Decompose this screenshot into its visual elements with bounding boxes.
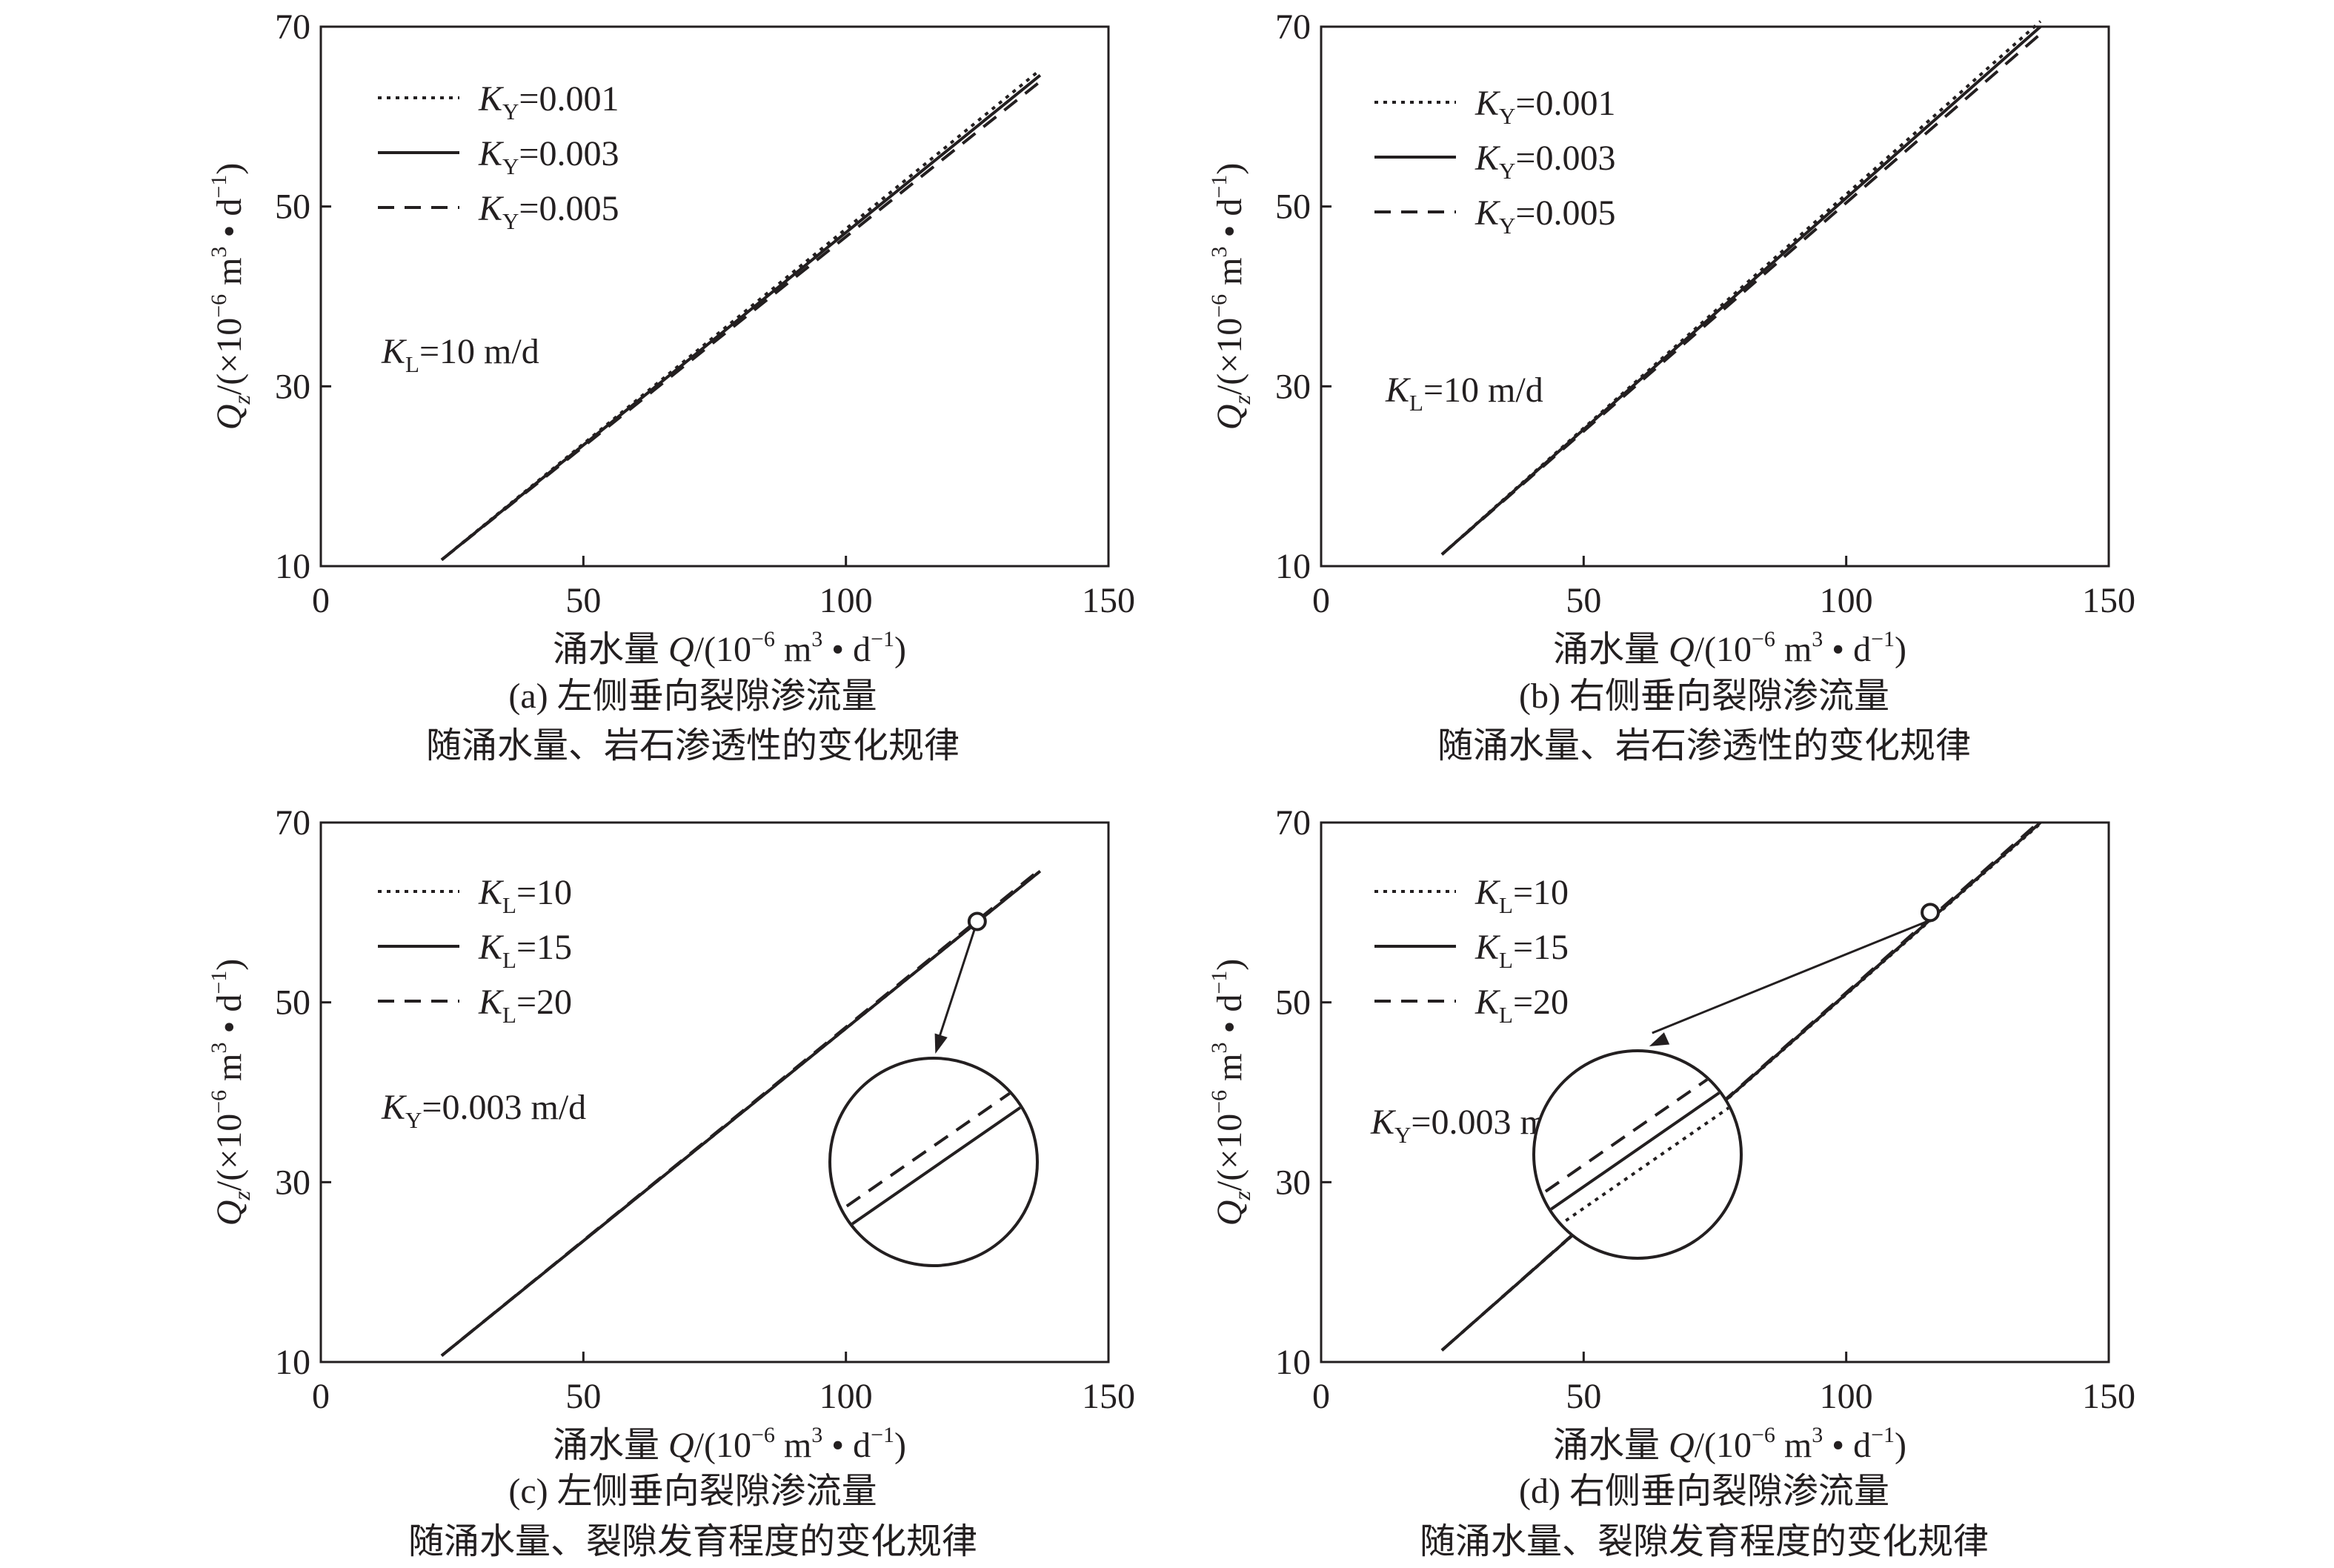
- y-tick-label: 10: [1275, 1343, 1311, 1382]
- zoom-line-dashed: [1535, 1072, 1718, 1208]
- series-line-dashed: [440, 868, 1042, 1358]
- plot-frame: [1320, 821, 2110, 1363]
- x-axis-label: 涌水量 Q/(10−6 m3 • d−1): [1553, 1423, 1906, 1465]
- y-axis-label: Qz/(×10−6 m3 • d−1): [1207, 959, 1255, 1226]
- y-tick-label: 10: [275, 547, 310, 586]
- x-tick-label: 50: [565, 581, 601, 620]
- legend: KL=10 KL=15 KL=20: [1374, 873, 1569, 1028]
- panel-caption-line1: (a) 左侧垂向裂隙渗流量: [508, 677, 877, 716]
- x-tick-label: 150: [2082, 1377, 2135, 1416]
- zoom-arrow: [937, 930, 976, 1041]
- panel-caption-line1: (d) 右侧垂向裂隙渗流量: [1519, 1472, 1889, 1511]
- plot-frame: [319, 821, 1110, 1363]
- panel-caption-line2: 随涌水量、裂隙发育程度的变化规律: [408, 1522, 977, 1561]
- zoom-marker: [1921, 903, 1941, 923]
- panel-caption-line2: 随涌水量、裂隙发育程度的变化规律: [1420, 1522, 1989, 1561]
- series-line-dashed: [440, 80, 1042, 562]
- x-tick-label: 50: [1566, 581, 1601, 620]
- panel-annotation: KY=0.003 m/d: [381, 1088, 586, 1133]
- y-tick-label: 10: [1275, 547, 1311, 586]
- series-line-solid: [1440, 25, 2042, 556]
- plot-frame: [1320, 25, 2110, 568]
- zoom-line-solid: [834, 1101, 1028, 1238]
- legend-label: KY=0.001: [1474, 84, 1615, 129]
- legend-label: KL=10: [1474, 873, 1569, 918]
- zoom-line-dotted: [1543, 1101, 1738, 1238]
- x-tick-label: 100: [1820, 581, 1873, 620]
- series-line-solid: [1440, 821, 2042, 1352]
- zoom-marker: [967, 911, 987, 931]
- x-tick-label: 150: [1082, 581, 1135, 620]
- legend: KY=0.001 KY=0.003 KY=0.005: [378, 79, 619, 234]
- legend-label: KL=10: [478, 873, 572, 918]
- legend: KY=0.001 KY=0.003 KY=0.005: [1374, 84, 1615, 239]
- legend-label: KY=0.003: [478, 134, 619, 179]
- y-axis-label: Qz/(×10−6 m3 • d−1): [207, 959, 255, 1226]
- y-tick-label: 30: [275, 1163, 310, 1202]
- x-tick-label: 100: [819, 581, 873, 620]
- y-tick-label: 30: [275, 367, 310, 406]
- panel-caption-line1: (b) 右侧垂向裂隙渗流量: [1519, 677, 1889, 716]
- chart-panel-c: 0 50 100 150 10 30 50 70 涌水量 Q/(10−6 m3 • d−1) Qz…: [207, 803, 1135, 1561]
- plot-frame: [319, 25, 1110, 568]
- chart-panel-d: 0 50 100 150 10 30 50 70 涌水量 Q/(10−6 m3 • d−1) Qz…: [1207, 803, 2135, 1561]
- x-tick-label: 100: [1820, 1377, 1873, 1416]
- y-tick-label: 70: [1275, 7, 1311, 47]
- panel-caption-line1: (c) 左侧垂向裂隙渗流量: [508, 1472, 877, 1511]
- y-tick-label: 30: [1275, 367, 1311, 406]
- y-tick-label: 50: [275, 983, 310, 1023]
- panel-annotation: KL=10 m/d: [381, 332, 539, 377]
- y-tick-label: 10: [275, 1343, 310, 1382]
- legend-label: KL=15: [1474, 928, 1569, 973]
- x-tick-label: 150: [1082, 1377, 1135, 1416]
- y-tick-label: 50: [1275, 187, 1311, 227]
- zoom-inset: [828, 1057, 1039, 1267]
- x-tick-label: 50: [1566, 1377, 1601, 1416]
- legend-label: KL=15: [478, 928, 572, 973]
- y-tick-label: 70: [275, 7, 310, 47]
- zoom-inset: [1532, 1049, 1743, 1260]
- legend-label: KY=0.005: [478, 189, 619, 234]
- x-tick-label: 0: [1312, 581, 1330, 620]
- series-line-solid: [440, 73, 1042, 562]
- panel-annotation: KL=10 m/d: [1385, 371, 1543, 416]
- zoom-lines: [831, 1086, 1028, 1238]
- panel-caption-line2: 随涌水量、岩石渗透性的变化规律: [1437, 726, 1971, 765]
- zoom-arrow-head: [1649, 1032, 1670, 1046]
- x-axis-label: 涌水量 Q/(10−6 m3 • d−1): [553, 627, 906, 669]
- zoom-lines: [1535, 1072, 1738, 1238]
- x-tick-label: 0: [312, 1377, 330, 1416]
- y-tick-label: 50: [1275, 983, 1311, 1023]
- chart-panel-b: 0 50 100 150 10 30 50 70 涌水量 Q/(10−6 m3 • d−1) Qz…: [1207, 7, 2135, 765]
- x-axis-label: 涌水量 Q/(10−6 m3 • d−1): [553, 1423, 906, 1465]
- legend-label: KY=0.001: [478, 79, 619, 124]
- zoom-arrow: [1652, 920, 1928, 1034]
- y-axis-label: Qz/(×10−6 m3 • d−1): [1207, 163, 1255, 431]
- y-tick-label: 50: [275, 187, 310, 227]
- y-tick-label: 30: [1275, 1163, 1311, 1202]
- x-tick-label: 50: [565, 1377, 601, 1416]
- legend-label: KL=20: [1474, 983, 1569, 1028]
- legend-label: KY=0.003: [1474, 139, 1615, 184]
- x-axis-label: 涌水量 Q/(10−6 m3 • d−1): [1553, 627, 1906, 669]
- legend: KL=10 KL=15 KL=20: [378, 873, 572, 1028]
- panel-caption-line2: 随涌水量、岩石渗透性的变化规律: [426, 726, 960, 765]
- legend-label: KL=20: [478, 983, 572, 1028]
- zoom-line-solid: [1535, 1086, 1728, 1223]
- x-tick-label: 0: [1312, 1377, 1330, 1416]
- y-tick-label: 70: [275, 803, 310, 843]
- x-tick-label: 0: [312, 581, 330, 620]
- x-tick-label: 100: [819, 1377, 873, 1416]
- zoom-line-dashed: [831, 1086, 1019, 1223]
- y-tick-label: 70: [1275, 803, 1311, 843]
- zoom-arrow-head: [934, 1033, 948, 1054]
- x-tick-label: 150: [2082, 581, 2135, 620]
- y-axis-label: Qz/(×10−6 m3 • d−1): [207, 163, 255, 431]
- chart-panel-a: 0 50 100 150 10 30 50 70 涌水量 Q/(10−6 m3 • d−1) Qz…: [207, 7, 1135, 765]
- legend-label: KY=0.005: [1474, 193, 1615, 239]
